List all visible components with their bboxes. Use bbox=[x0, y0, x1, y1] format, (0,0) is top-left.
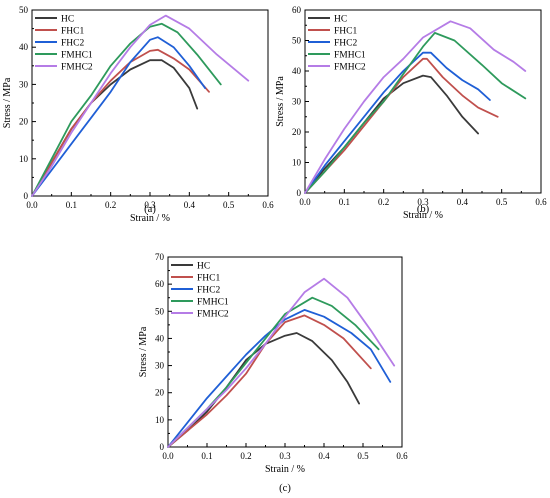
y-tick-label: 50 bbox=[155, 306, 165, 316]
x-tick-label: 0.1 bbox=[339, 197, 350, 207]
chart-panel-3: 0.0 0.1 0.2 0.3 0.4 0.5 0.6 0 10 20 30 40 50 60 70 Stra… bbox=[138, 252, 408, 494]
y-axis-label: Stress / MPa bbox=[275, 76, 286, 127]
legend-label: FMHC1 bbox=[61, 51, 93, 61]
x-tick-label: 0.5 bbox=[496, 197, 508, 207]
legend: HC FHC1 FHC2 FMHC1 FMHC2 bbox=[35, 15, 93, 73]
x-tick-label: 0.1 bbox=[201, 451, 212, 461]
y-tick-label: 10 bbox=[292, 158, 302, 168]
legend-label: HC bbox=[334, 15, 347, 25]
chart-panel-1: 0.0 0.1 0.2 0.3 0.4 0.5 0.6 0 10 20 30 40 50 Strain /… bbox=[2, 5, 274, 224]
y-tick-label: 70 bbox=[155, 252, 165, 262]
y-tick-label: 0 bbox=[297, 188, 302, 198]
x-tick-label: 0.6 bbox=[535, 197, 547, 207]
series-line-hc bbox=[31, 59, 199, 197]
series-line-fmhc1 bbox=[31, 22, 222, 197]
y-tick-label: 10 bbox=[155, 415, 165, 425]
y-tick-label: 30 bbox=[155, 361, 165, 371]
x-tick-label: 0.3 bbox=[417, 197, 429, 207]
x-tick-label: 0.0 bbox=[162, 451, 174, 461]
series-line-fhc2 bbox=[31, 36, 207, 197]
legend-label: FHC2 bbox=[197, 286, 220, 296]
x-tick-label: 0.2 bbox=[378, 197, 389, 207]
legend-label: FHC2 bbox=[61, 39, 84, 49]
x-tick-label: 0.6 bbox=[396, 451, 408, 461]
y-tick-label: 20 bbox=[19, 117, 29, 127]
y-tick-label: 40 bbox=[292, 66, 302, 76]
x-tick-label: 0.1 bbox=[66, 200, 77, 210]
series-line-hc bbox=[304, 74, 480, 194]
y-tick-label: 30 bbox=[19, 79, 29, 89]
legend-label: FHC1 bbox=[197, 274, 220, 284]
series-line-fmhc2 bbox=[304, 20, 527, 194]
series-line-hc bbox=[167, 332, 361, 448]
legend-label: FMHC2 bbox=[61, 63, 93, 73]
y-tick-label: 30 bbox=[292, 97, 302, 107]
x-axis-label: Strain / % bbox=[403, 210, 443, 221]
x-tick-label: 0.5 bbox=[357, 451, 369, 461]
panel-caption: (a) bbox=[144, 204, 156, 215]
x-axis-label: Strain / % bbox=[265, 464, 305, 475]
series-line-fmhc2 bbox=[167, 277, 396, 448]
series-line-fmhc2 bbox=[31, 14, 250, 197]
legend-label: HC bbox=[197, 262, 210, 272]
x-tick-label: 0.4 bbox=[457, 197, 469, 207]
series-line-fhc2 bbox=[304, 51, 491, 194]
legend-label: FMHC1 bbox=[334, 51, 366, 61]
legend-label: FMHC2 bbox=[334, 63, 366, 73]
x-tick-label: 0.4 bbox=[318, 451, 330, 461]
y-tick-label: 40 bbox=[155, 333, 165, 343]
y-axis-label: Stress / MPa bbox=[2, 77, 13, 128]
legend-label: FHC2 bbox=[334, 39, 357, 49]
y-tick-label: 60 bbox=[292, 5, 302, 15]
series-line-fhc1 bbox=[31, 48, 210, 197]
chart-panel-2: 0.0 0.1 0.2 0.3 0.4 0.5 0.6 0 10 20 30 40 50 60 Strain… bbox=[275, 5, 547, 221]
y-tick-label: 50 bbox=[292, 36, 302, 46]
series-line-fhc1 bbox=[167, 314, 372, 448]
legend-label: HC bbox=[61, 15, 74, 25]
legend-label: FMHC1 bbox=[197, 298, 229, 308]
y-tick-label: 10 bbox=[19, 154, 29, 164]
y-tick-label: 0 bbox=[24, 191, 29, 201]
legend-label: FHC1 bbox=[61, 27, 84, 37]
series-line-fmhc1 bbox=[304, 32, 527, 194]
y-axis-label: Stress / MPa bbox=[138, 326, 149, 377]
panel-caption: (c) bbox=[279, 483, 291, 494]
panel-caption: (b) bbox=[417, 204, 430, 215]
series-line-fhc1 bbox=[304, 57, 499, 194]
y-tick-label: 20 bbox=[155, 388, 165, 398]
series-line-fhc2 bbox=[167, 308, 392, 448]
x-tick-label: 0.5 bbox=[223, 200, 235, 210]
x-axis-label: Strain / % bbox=[130, 213, 170, 224]
x-tick-label: 0.4 bbox=[184, 200, 196, 210]
legend-label: FMHC2 bbox=[197, 310, 229, 320]
y-tick-label: 20 bbox=[292, 127, 302, 137]
x-tick-label: 0.3 bbox=[144, 200, 156, 210]
y-tick-label: 40 bbox=[19, 42, 29, 52]
x-tick-label: 0.6 bbox=[262, 200, 274, 210]
x-tick-label: 0.2 bbox=[105, 200, 116, 210]
series-line-fmhc1 bbox=[167, 296, 380, 448]
y-tick-label: 50 bbox=[19, 5, 29, 15]
x-tick-label: 0.0 bbox=[299, 197, 311, 207]
x-tick-label: 0.0 bbox=[26, 200, 38, 210]
x-tick-label: 0.2 bbox=[240, 451, 251, 461]
legend: HC FHC1 FHC2 FMHC1 FMHC2 bbox=[308, 15, 366, 73]
y-tick-label: 0 bbox=[160, 442, 165, 452]
y-tick-label: 60 bbox=[155, 279, 165, 289]
legend: HC FHC1 FHC2 FMHC1 FMHC2 bbox=[171, 262, 229, 320]
x-tick-label: 0.3 bbox=[279, 451, 291, 461]
legend-label: FHC1 bbox=[334, 27, 357, 37]
